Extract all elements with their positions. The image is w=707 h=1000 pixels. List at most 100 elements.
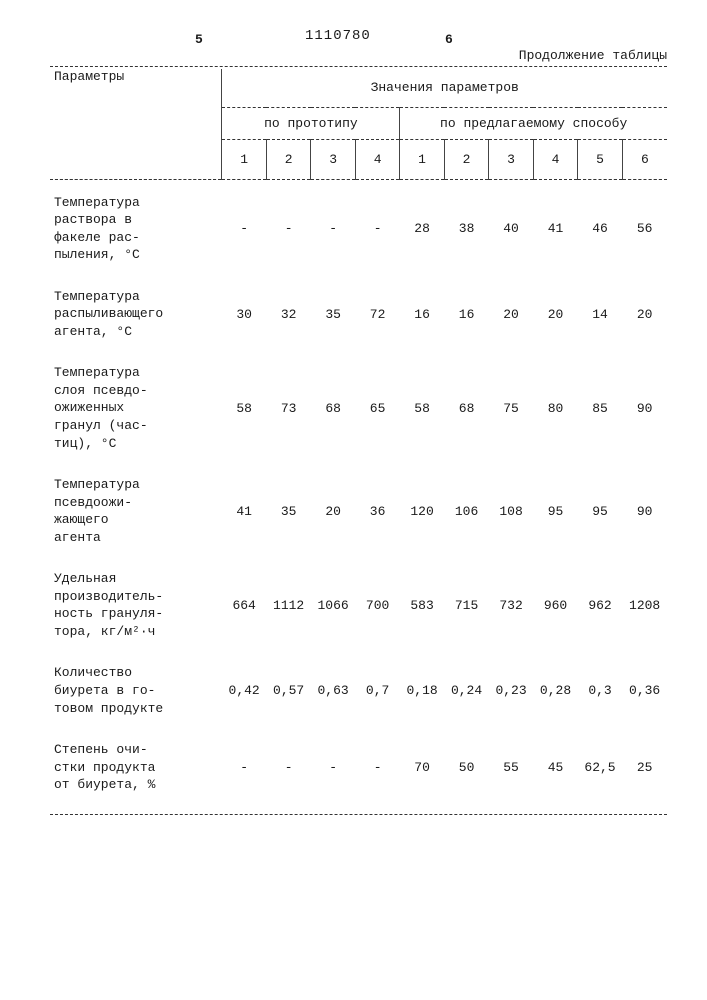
param-label: Количествобиурета в го-товом продукте [50, 650, 222, 727]
value-cell: 16 [444, 274, 488, 351]
value-cell: 70 [400, 727, 444, 804]
value-cell: 664 [222, 556, 266, 650]
value-cell: 1208 [622, 556, 667, 650]
value-cell: 0,7 [355, 650, 399, 727]
value-cell: 41 [533, 179, 577, 274]
value-cell: 20 [622, 274, 667, 351]
param-label: Температураслоя псевдо-ожиженныхгранул (… [50, 350, 222, 462]
value-cell: 72 [355, 274, 399, 351]
value-cell: - [355, 179, 399, 274]
col-num: 4 [355, 139, 399, 179]
value-cell: 1066 [311, 556, 355, 650]
table-body: Температурараствора вфакеле рас-пыления,… [50, 179, 667, 804]
value-cell: 68 [444, 350, 488, 462]
value-cell: 58 [400, 350, 444, 462]
value-cell: - [222, 727, 266, 804]
value-cell: 28 [400, 179, 444, 274]
value-cell: 20 [311, 462, 355, 556]
value-cell: 20 [489, 274, 533, 351]
data-table: Параметры Значения параметров по прототи… [50, 69, 667, 804]
value-cell: 0,23 [489, 650, 533, 727]
value-cell: 68 [311, 350, 355, 462]
document-number: 1110780 [305, 28, 371, 44]
value-cell: 25 [622, 727, 667, 804]
col-num: 2 [266, 139, 310, 179]
bottom-divider [50, 814, 667, 815]
value-cell: 106 [444, 462, 488, 556]
value-cell: 95 [578, 462, 622, 556]
value-cell: - [355, 727, 399, 804]
param-label: Температурапсевдоожи-жающегоагента [50, 462, 222, 556]
header-params: Параметры [50, 69, 222, 179]
value-cell: 0,57 [266, 650, 310, 727]
value-cell: 732 [489, 556, 533, 650]
value-cell: 58 [222, 350, 266, 462]
value-cell: - [222, 179, 266, 274]
value-cell: 962 [578, 556, 622, 650]
value-cell: 0,18 [400, 650, 444, 727]
value-cell: 95 [533, 462, 577, 556]
value-cell: - [266, 727, 310, 804]
table-row: Степень очи-стки продуктаот биурета, %--… [50, 727, 667, 804]
value-cell: 0,63 [311, 650, 355, 727]
right-column-marker: 6 [445, 32, 453, 47]
col-num: 1 [400, 139, 444, 179]
param-label: Температурараспыливающегоагента, °С [50, 274, 222, 351]
value-cell: 50 [444, 727, 488, 804]
param-label: Температурараствора вфакеле рас-пыления,… [50, 179, 222, 274]
value-cell: 108 [489, 462, 533, 556]
value-cell: 40 [489, 179, 533, 274]
value-cell: 0,28 [533, 650, 577, 727]
param-label: Удельнаяпроизводитель-ность грануля-тора… [50, 556, 222, 650]
value-cell: 55 [489, 727, 533, 804]
value-cell: 960 [533, 556, 577, 650]
table-row: Температурараствора вфакеле рас-пыления,… [50, 179, 667, 274]
value-cell: - [266, 179, 310, 274]
value-cell: 0,42 [222, 650, 266, 727]
col-num: 5 [578, 139, 622, 179]
value-cell: 38 [444, 179, 488, 274]
value-cell: 62,5 [578, 727, 622, 804]
table-row: Температурапсевдоожи-жающегоагента413520… [50, 462, 667, 556]
value-cell: 41 [222, 462, 266, 556]
value-cell: 90 [622, 350, 667, 462]
value-cell: 20 [533, 274, 577, 351]
continuation-label: Продолжение таблицы [519, 48, 667, 63]
table-container: Параметры Значения параметров по прототи… [50, 69, 667, 815]
table-row: Температурараспыливающегоагента, °С30323… [50, 274, 667, 351]
param-label: Степень очи-стки продуктаот биурета, % [50, 727, 222, 804]
value-cell: 0,36 [622, 650, 667, 727]
value-cell: 120 [400, 462, 444, 556]
col-num: 3 [311, 139, 355, 179]
value-cell: 35 [266, 462, 310, 556]
header-row-1: Параметры Значения параметров [50, 69, 667, 107]
value-cell: 715 [444, 556, 488, 650]
value-cell: 1112 [266, 556, 310, 650]
page-container: 5 1110780 6 Продолжение таблицы Параметр… [0, 0, 707, 1000]
value-cell: 65 [355, 350, 399, 462]
left-column-marker: 5 [195, 32, 203, 47]
col-num: 2 [444, 139, 488, 179]
value-cell: - [311, 727, 355, 804]
col-num: 3 [489, 139, 533, 179]
header-proto: по прототипу [222, 107, 400, 139]
top-divider [50, 66, 667, 67]
value-cell: 583 [400, 556, 444, 650]
value-cell: 0,24 [444, 650, 488, 727]
value-cell: 16 [400, 274, 444, 351]
table-row: Удельнаяпроизводитель-ность грануля-тора… [50, 556, 667, 650]
table-row: Количествобиурета в го-товом продукте0,4… [50, 650, 667, 727]
value-cell: 45 [533, 727, 577, 804]
value-cell: 85 [578, 350, 622, 462]
col-num: 1 [222, 139, 266, 179]
value-cell: 75 [489, 350, 533, 462]
value-cell: 90 [622, 462, 667, 556]
value-cell: - [311, 179, 355, 274]
value-cell: 700 [355, 556, 399, 650]
value-cell: 35 [311, 274, 355, 351]
value-cell: 14 [578, 274, 622, 351]
value-cell: 56 [622, 179, 667, 274]
value-cell: 80 [533, 350, 577, 462]
header-values: Значения параметров [222, 69, 667, 107]
header-proposed: по предлагаемому способу [400, 107, 667, 139]
